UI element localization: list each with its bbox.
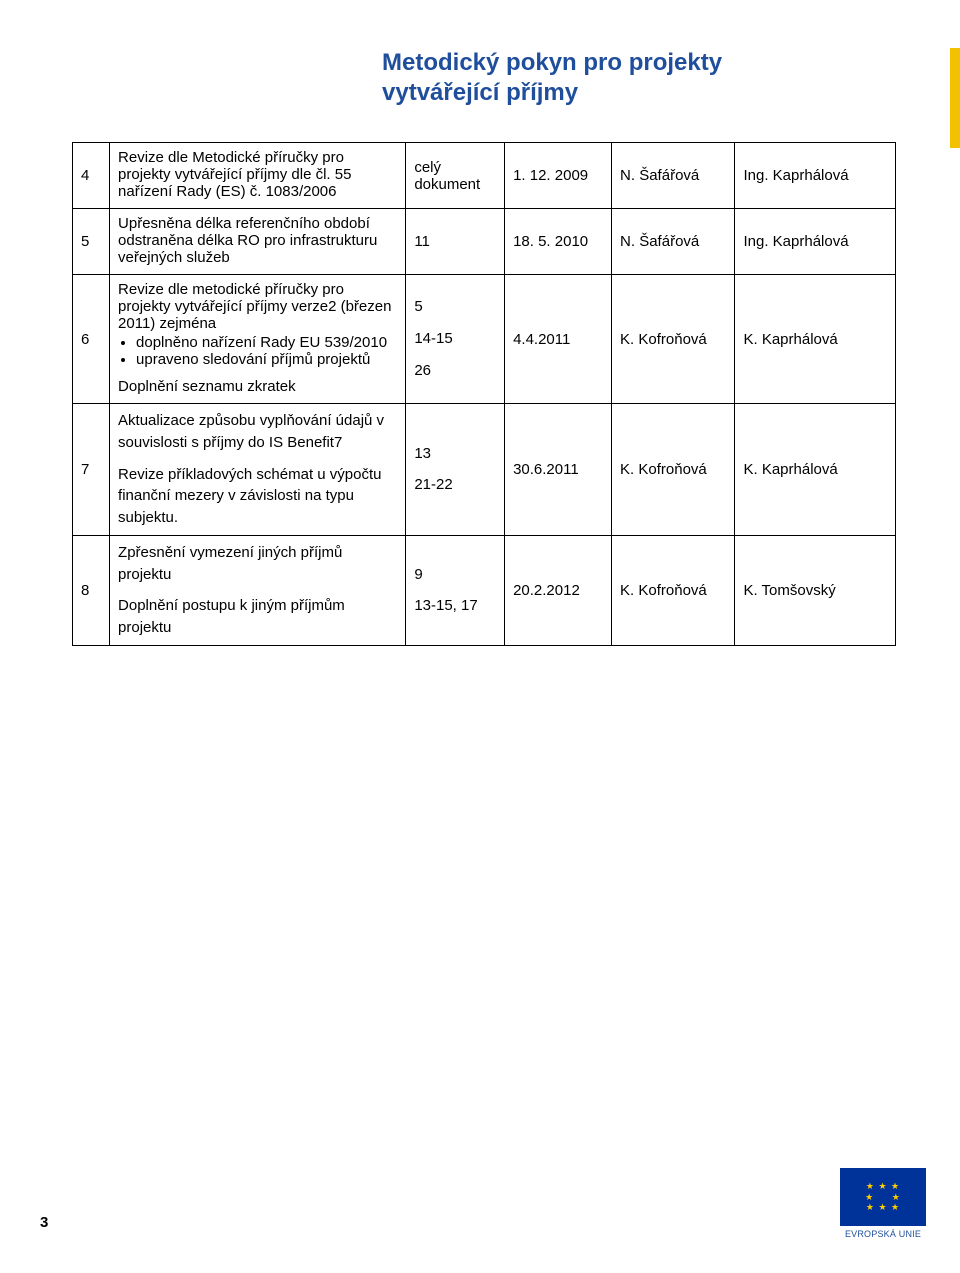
row-author: K. Kofroňová bbox=[612, 275, 735, 404]
table-row: 5 Upřesněna délka referenčního období od… bbox=[73, 209, 896, 275]
row-date: 18. 5. 2010 bbox=[505, 209, 612, 275]
row-number: 7 bbox=[73, 404, 110, 536]
title-line-1: Metodický pokyn pro projekty bbox=[382, 49, 722, 76]
row-pages: 5 14-15 26 bbox=[406, 275, 505, 404]
pages-line: 9 bbox=[414, 564, 496, 586]
revisions-table: 4 Revize dle Metodické příručky pro proj… bbox=[72, 142, 896, 646]
row-description: Revize dle Metodické příručky pro projek… bbox=[110, 143, 406, 209]
title-line-2: vytvářející příjmy bbox=[382, 79, 578, 106]
desc-block: Zpřesnění vymezení jiných příjmů projekt… bbox=[118, 542, 397, 586]
desc-bullet: upraveno sledování příjmů projektů bbox=[136, 351, 397, 368]
row-author: K. Kofroňová bbox=[612, 535, 735, 645]
row-date: 1. 12. 2009 bbox=[505, 143, 612, 209]
row-author: K. Kofroňová bbox=[612, 404, 735, 536]
accent-stripe bbox=[950, 48, 960, 148]
pages-line: 13-15, 17 bbox=[414, 595, 496, 617]
desc-text: Revize dle Metodické příručky pro projek… bbox=[118, 149, 397, 200]
eu-flag-label: EVROPSKÁ UNIE bbox=[840, 1229, 926, 1239]
pages-line: 14-15 bbox=[414, 328, 496, 350]
row-approver: K. Kaprhálová bbox=[735, 404, 896, 536]
row-number: 6 bbox=[73, 275, 110, 404]
desc-bullet: doplněno nařízení Rady EU 539/2010 bbox=[136, 334, 397, 351]
row-approver: Ing. Kaprhálová bbox=[735, 143, 896, 209]
row-date: 4.4.2011 bbox=[505, 275, 612, 404]
table-row: 4 Revize dle Metodické příručky pro proj… bbox=[73, 143, 896, 209]
row-pages: 13 21-22 bbox=[406, 404, 505, 536]
table-row: 8 Zpřesnění vymezení jiných příjmů proje… bbox=[73, 535, 896, 645]
row-approver: Ing. Kaprhálová bbox=[735, 209, 896, 275]
desc-intro: Revize dle metodické příručky pro projek… bbox=[118, 281, 397, 332]
table-row: 7 Aktualizace způsobu vyplňování údajů v… bbox=[73, 404, 896, 536]
row-description: Revize dle metodické příručky pro projek… bbox=[110, 275, 406, 404]
row-pages: 11 bbox=[406, 209, 505, 275]
desc-block: Revize příkladových schémat u výpočtu fi… bbox=[118, 464, 397, 529]
desc-block: Doplnění postupu k jiným příjmům projekt… bbox=[118, 595, 397, 639]
document-page: Metodický pokyn pro projekty vytvářející… bbox=[0, 0, 960, 1273]
row-approver: K. Kaprhálová bbox=[735, 275, 896, 404]
row-description: Zpřesnění vymezení jiných příjmů projekt… bbox=[110, 535, 406, 645]
row-author: N. Šafářová bbox=[612, 143, 735, 209]
row-pages: 9 13-15, 17 bbox=[406, 535, 505, 645]
desc-text: Upřesněna délka referenčního období odst… bbox=[118, 215, 397, 266]
pages-line: 26 bbox=[414, 360, 496, 382]
pages-line: 5 bbox=[414, 296, 496, 318]
page-title: Metodický pokyn pro projekty vytvářející… bbox=[382, 48, 896, 108]
eu-stars-icon: ★ ★ ★★ ★★ ★ ★ bbox=[840, 1168, 926, 1226]
row-number: 5 bbox=[73, 209, 110, 275]
pages-line: 21-22 bbox=[414, 474, 496, 496]
row-pages: celý dokument bbox=[406, 143, 505, 209]
desc-after: Doplnění seznamu zkratek bbox=[118, 378, 397, 395]
row-date: 30.6.2011 bbox=[505, 404, 612, 536]
desc-bullets: doplněno nařízení Rady EU 539/2010 uprav… bbox=[136, 334, 397, 368]
table-row: 6 Revize dle metodické příručky pro proj… bbox=[73, 275, 896, 404]
pages-line: 13 bbox=[414, 443, 496, 465]
row-number: 4 bbox=[73, 143, 110, 209]
row-description: Upřesněna délka referenčního období odst… bbox=[110, 209, 406, 275]
eu-flag-icon: ★ ★ ★★ ★★ ★ ★ bbox=[840, 1168, 926, 1226]
row-number: 8 bbox=[73, 535, 110, 645]
eu-flag-badge: ★ ★ ★★ ★★ ★ ★ EVROPSKÁ UNIE bbox=[840, 1168, 926, 1239]
row-author: N. Šafářová bbox=[612, 209, 735, 275]
page-number: 3 bbox=[40, 1214, 48, 1231]
desc-block: Aktualizace způsobu vyplňování údajů v s… bbox=[118, 410, 397, 454]
row-description: Aktualizace způsobu vyplňování údajů v s… bbox=[110, 404, 406, 536]
row-date: 20.2.2012 bbox=[505, 535, 612, 645]
row-approver: K. Tomšovský bbox=[735, 535, 896, 645]
